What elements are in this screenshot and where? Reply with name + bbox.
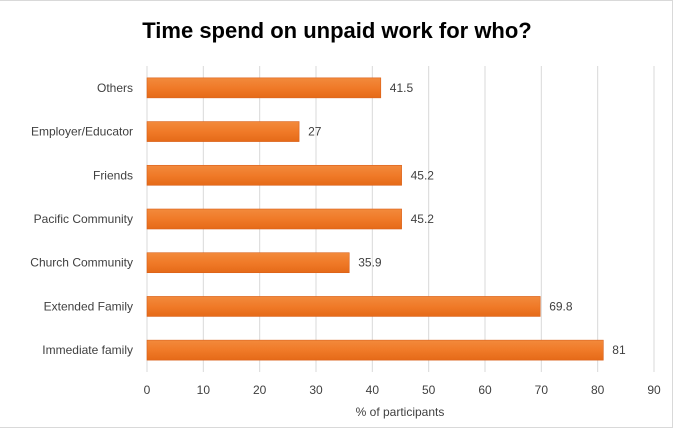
bar xyxy=(146,252,350,274)
x-tick-label: 80 xyxy=(591,383,605,397)
x-tick-label: 60 xyxy=(478,383,492,397)
bar xyxy=(146,77,382,99)
data-label: 69.8 xyxy=(549,299,573,313)
category-label: Friends xyxy=(93,168,133,182)
bar xyxy=(146,296,541,317)
category-label: Immediate family xyxy=(42,343,133,357)
bar xyxy=(146,208,402,230)
category-label: Others xyxy=(97,81,133,95)
x-tick-label: 30 xyxy=(309,383,323,397)
x-tick-label: 40 xyxy=(366,383,380,397)
category-label: Church Community xyxy=(30,256,133,270)
labels: 0 10 20 30 40 50 60 70 80 90 Immediate family 81 Ext… xyxy=(30,81,661,397)
data-label: 45.2 xyxy=(411,168,435,182)
bar xyxy=(146,164,402,186)
category-label: Extended Family xyxy=(44,299,133,313)
data-label: 45.2 xyxy=(411,212,435,226)
x-axis-title: % of participants xyxy=(356,405,445,419)
bar xyxy=(146,121,300,142)
bar xyxy=(146,339,604,361)
data-label: 81 xyxy=(612,343,626,357)
chart-title: Time spend on unpaid work for who? xyxy=(142,18,532,43)
category-label: Pacific Community xyxy=(34,212,133,226)
data-label: 27 xyxy=(308,125,322,139)
x-tick-label: 20 xyxy=(253,383,267,397)
x-tick-label: 70 xyxy=(535,383,549,397)
grid-lines xyxy=(146,66,655,372)
x-tick-label: 90 xyxy=(647,383,661,397)
data-label: 35.9 xyxy=(358,256,382,270)
x-tick-label: 10 xyxy=(197,383,211,397)
bars xyxy=(146,77,604,361)
x-tick-label: 50 xyxy=(422,383,436,397)
data-label: 41.5 xyxy=(390,81,414,95)
category-label: Employer/Educator xyxy=(31,125,133,139)
x-tick-label: 0 xyxy=(144,383,151,397)
